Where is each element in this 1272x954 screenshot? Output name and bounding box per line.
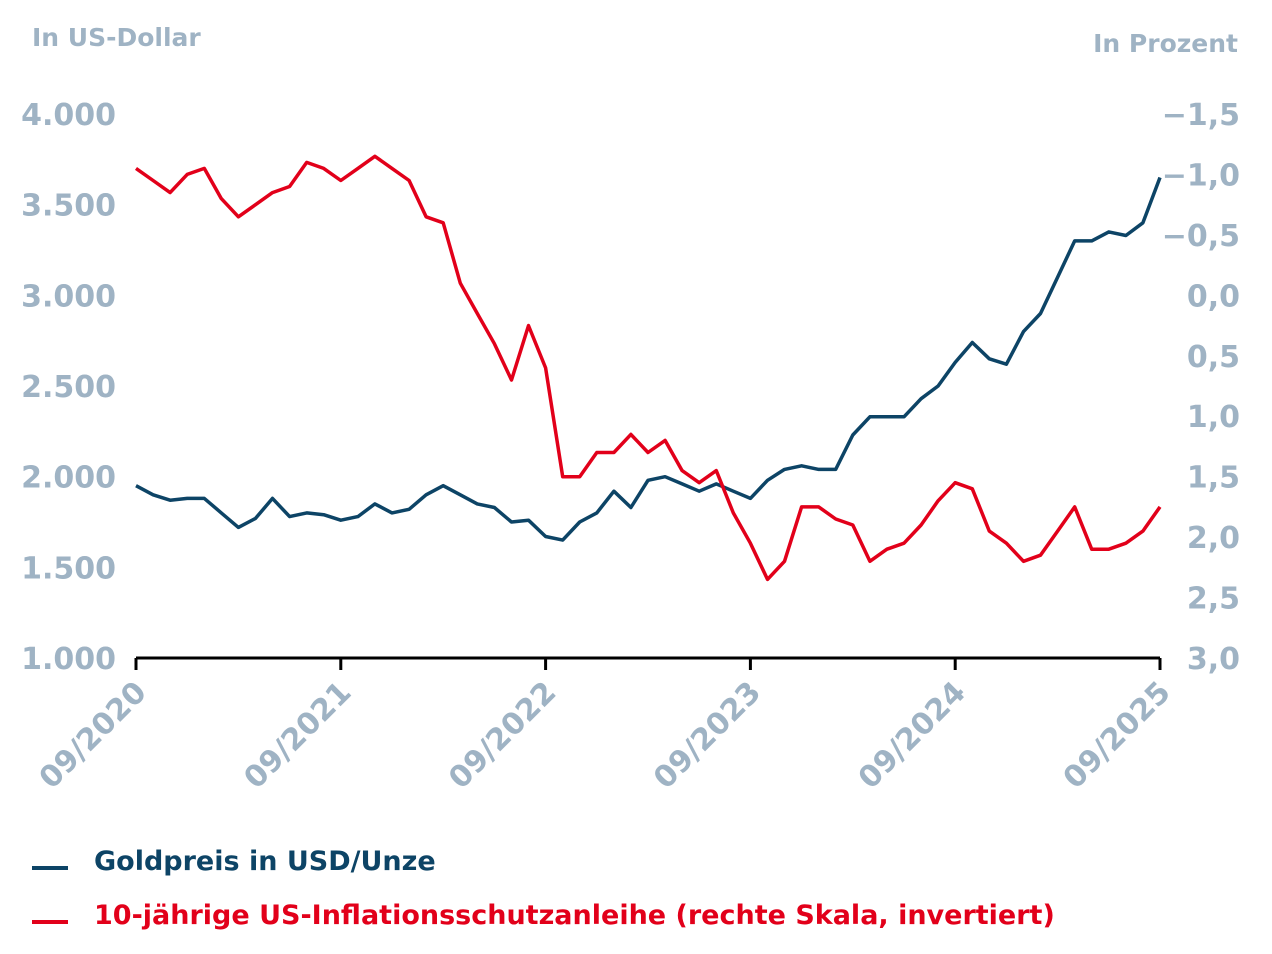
legend-item-tips: 10-jährige US-Inflationsschutzanleihe (r… [32, 900, 1055, 931]
right-tick-label: 2,5 [1187, 582, 1240, 617]
legend-swatch-tips [32, 919, 68, 924]
legend-item-gold: Goldpreis in USD/Unze [32, 846, 436, 877]
right-tick-label: 0,0 [1187, 279, 1240, 314]
right-tick-label: 0,5 [1187, 340, 1240, 375]
legend-label-gold: Goldpreis in USD/Unze [94, 846, 436, 877]
legend-swatch-gold [32, 865, 68, 870]
x-tick-label: 09/2025 [1057, 675, 1178, 796]
x-tick-label: 09/2023 [647, 675, 768, 796]
left-tick-label: 3.000 [21, 279, 116, 314]
x-tick-label: 09/2020 [33, 675, 154, 796]
left-tick-label: 4.000 [21, 98, 116, 133]
right-tick-label: 1,5 [1187, 461, 1240, 496]
x-tick-label: 09/2022 [442, 675, 563, 796]
left-tick-label: 1.500 [21, 551, 116, 586]
right-tick-label: −1,5 [1162, 98, 1240, 133]
left-tick-label: 3.500 [21, 189, 116, 224]
x-axis: 09/2020 09/2021 09/2022 09/2023 09/2024 09/20… [33, 656, 1178, 796]
right-axis-label: In Prozent [1093, 29, 1238, 58]
x-tick-label: 09/2021 [237, 675, 358, 796]
left-tick-label: 1.000 [21, 642, 116, 677]
x-tick-label: 09/2024 [852, 675, 973, 796]
plot-area [134, 154, 1162, 582]
left-axis-label: In US-Dollar [32, 23, 201, 52]
right-axis: −1,5 −1,0 −0,5 0,0 0,5 1,0 1,5 2,0 2,5 3,0 [1162, 98, 1240, 677]
right-tick-label: 2,0 [1187, 521, 1240, 556]
legend-label-tips: 10-jährige US-Inflationsschutzanleihe (r… [94, 900, 1055, 931]
right-tick-label: 3,0 [1187, 642, 1240, 677]
left-tick-label: 2.000 [21, 461, 116, 496]
tips-yield-line [134, 154, 1162, 582]
left-axis: 1.000 1.500 2.000 2.500 3.000 3.500 4.000 [21, 98, 116, 677]
right-tick-label: 1,0 [1187, 400, 1240, 435]
left-tick-label: 2.500 [21, 370, 116, 405]
right-tick-label: −0,5 [1162, 219, 1240, 254]
gold-price-line [135, 176, 1162, 542]
right-tick-label: −1,0 [1162, 158, 1240, 193]
